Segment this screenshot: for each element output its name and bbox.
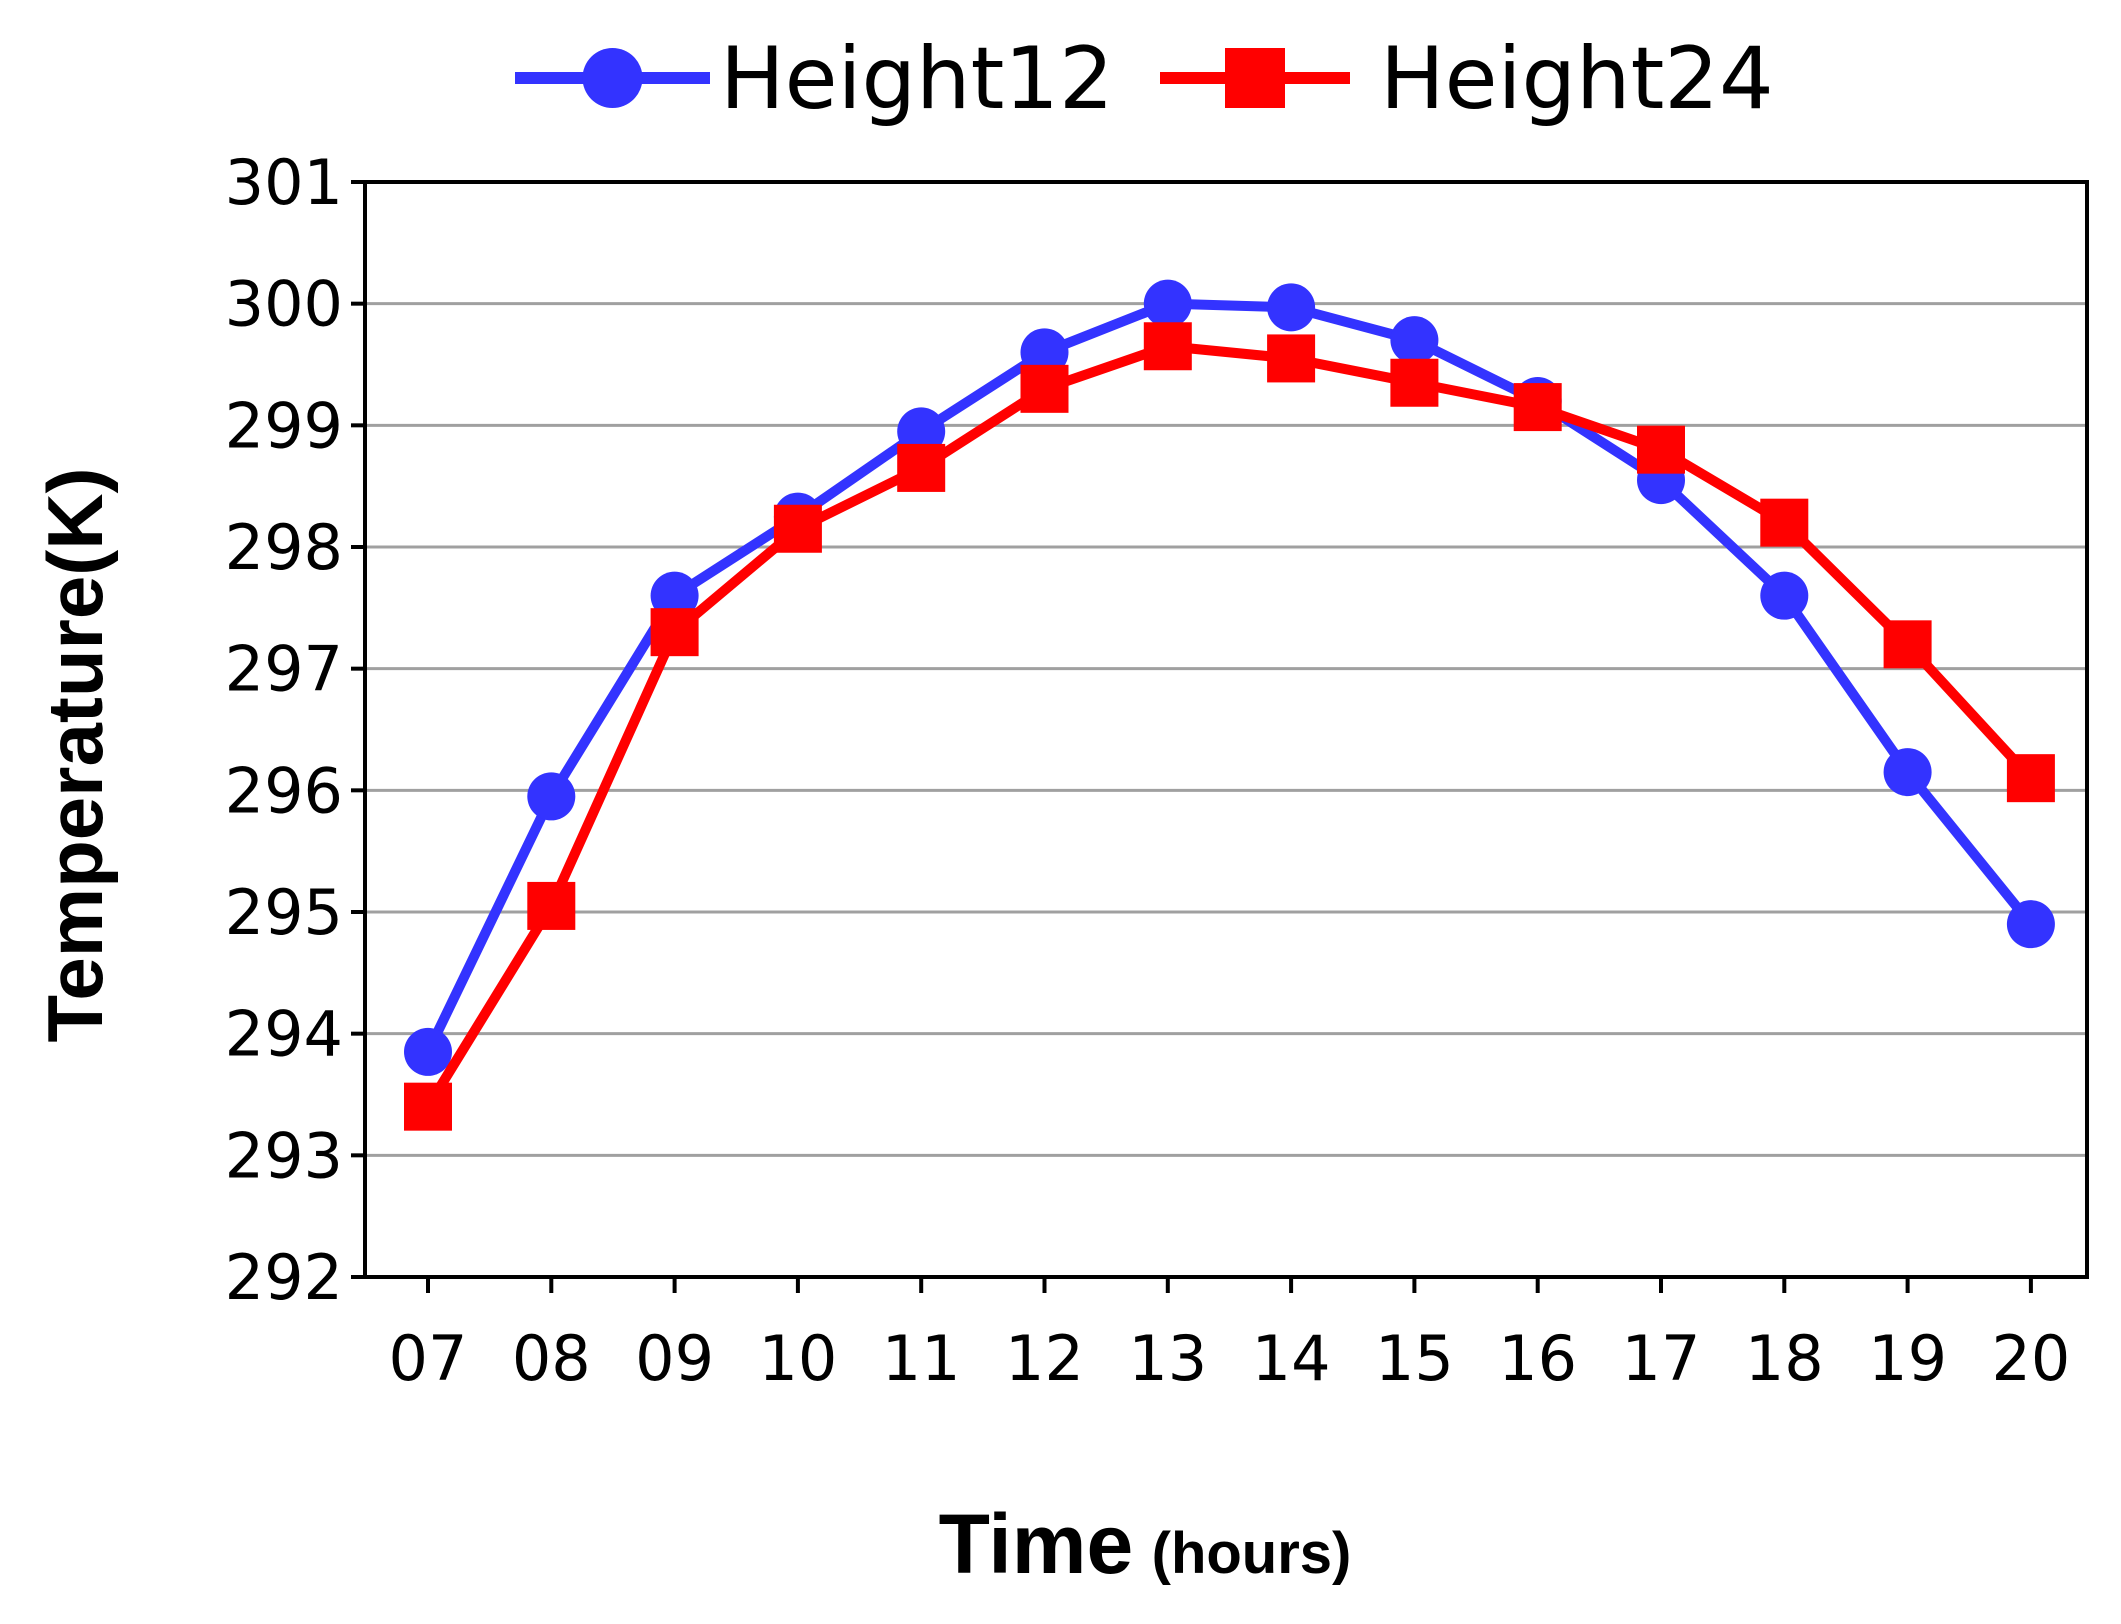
legend-item-height12: Height12 <box>515 29 1114 129</box>
point-height12-08 <box>527 772 576 821</box>
series-layer <box>404 279 2055 1131</box>
x-tick-label-11: 11 <box>882 1322 961 1395</box>
legend-marker-height12 <box>582 48 643 108</box>
x-tick-label-10: 10 <box>758 1322 837 1395</box>
point-height24-11 <box>897 443 946 492</box>
point-height12-09 <box>650 571 699 620</box>
point-height12-15 <box>1390 316 1439 365</box>
x-tick-label-17: 17 <box>1622 1322 1701 1395</box>
point-height12-07 <box>404 1027 452 1076</box>
point-height24-20 <box>2006 754 2055 803</box>
y-tick-label-294: 294 <box>225 998 343 1071</box>
point-height24-14 <box>1267 334 1316 383</box>
x-tick-label-14: 14 <box>1252 1322 1331 1395</box>
point-height24-19 <box>1883 620 1932 669</box>
point-height24-18 <box>1760 498 1809 547</box>
point-height12-18 <box>1760 571 1809 620</box>
legend-marker-height24 <box>1225 48 1285 108</box>
y-tick-label-301: 301 <box>225 146 343 219</box>
point-height24-15 <box>1390 358 1439 407</box>
y-tick-label-295: 295 <box>225 876 343 949</box>
x-tick-label-16: 16 <box>1498 1322 1577 1395</box>
point-height12-12 <box>1020 328 1069 377</box>
point-height24-09 <box>650 608 699 657</box>
point-height24-07 <box>404 1082 452 1131</box>
point-height24-16 <box>1513 383 1562 432</box>
x-tick-label-18: 18 <box>1745 1322 1824 1395</box>
point-height12-13 <box>1143 279 1192 328</box>
y-tick-label-298: 298 <box>225 511 343 584</box>
x-tick-label-08: 08 <box>512 1322 591 1395</box>
series-line-height12 <box>423 298 2035 1055</box>
y-tick-label-296: 296 <box>225 754 343 827</box>
x-tick-label-15: 15 <box>1375 1322 1454 1395</box>
series-height24 <box>404 322 2055 1131</box>
point-height24-10 <box>773 504 822 553</box>
x-tick-label-09: 09 <box>635 1322 714 1395</box>
x-tick-label-13: 13 <box>1128 1322 1207 1395</box>
y-tick-label-293: 293 <box>225 1119 343 1192</box>
x-axis-title: Time (hours) <box>939 1497 1352 1591</box>
point-height24-13 <box>1143 322 1192 371</box>
x-tick-label-20: 20 <box>1991 1322 2070 1395</box>
point-height24-17 <box>1637 425 1685 474</box>
legend-label-height24: Height24 <box>1380 29 1774 129</box>
legend-item-height24: Height24 <box>1160 29 1774 129</box>
x-tick-label-12: 12 <box>1005 1322 1084 1395</box>
point-height12-11 <box>897 407 946 456</box>
y-axis-title: Temperature(K) <box>31 468 119 1043</box>
x-tick-label-19: 19 <box>1868 1322 1947 1395</box>
x-axis-title-main: Time <box>939 1497 1134 1591</box>
y-tick-label-292: 292 <box>225 1241 343 1314</box>
point-height12-19 <box>1883 748 1932 797</box>
axis-ticks: 292 293 294 295 296 297 298 299 300 301 07 08 09 10 11… <box>225 146 2071 1395</box>
point-height24-12 <box>1020 364 1069 413</box>
point-height24-08 <box>527 881 576 930</box>
y-tick-label-299: 299 <box>225 389 343 462</box>
legend: Height12 Height24 <box>515 29 1774 129</box>
x-tick-label-07: 07 <box>389 1322 468 1395</box>
point-height12-20 <box>2006 900 2055 949</box>
x-axis-title-unit: (hours) <box>1152 1521 1352 1586</box>
plot-area-frame <box>363 180 2089 1279</box>
gridlines <box>365 302 2087 1157</box>
y-tick-label-297: 297 <box>225 633 343 706</box>
point-height12-14 <box>1267 283 1316 332</box>
legend-label-height12: Height12 <box>720 29 1114 129</box>
y-tick-label-300: 300 <box>225 268 343 341</box>
series-line-height24 <box>423 341 2035 1110</box>
